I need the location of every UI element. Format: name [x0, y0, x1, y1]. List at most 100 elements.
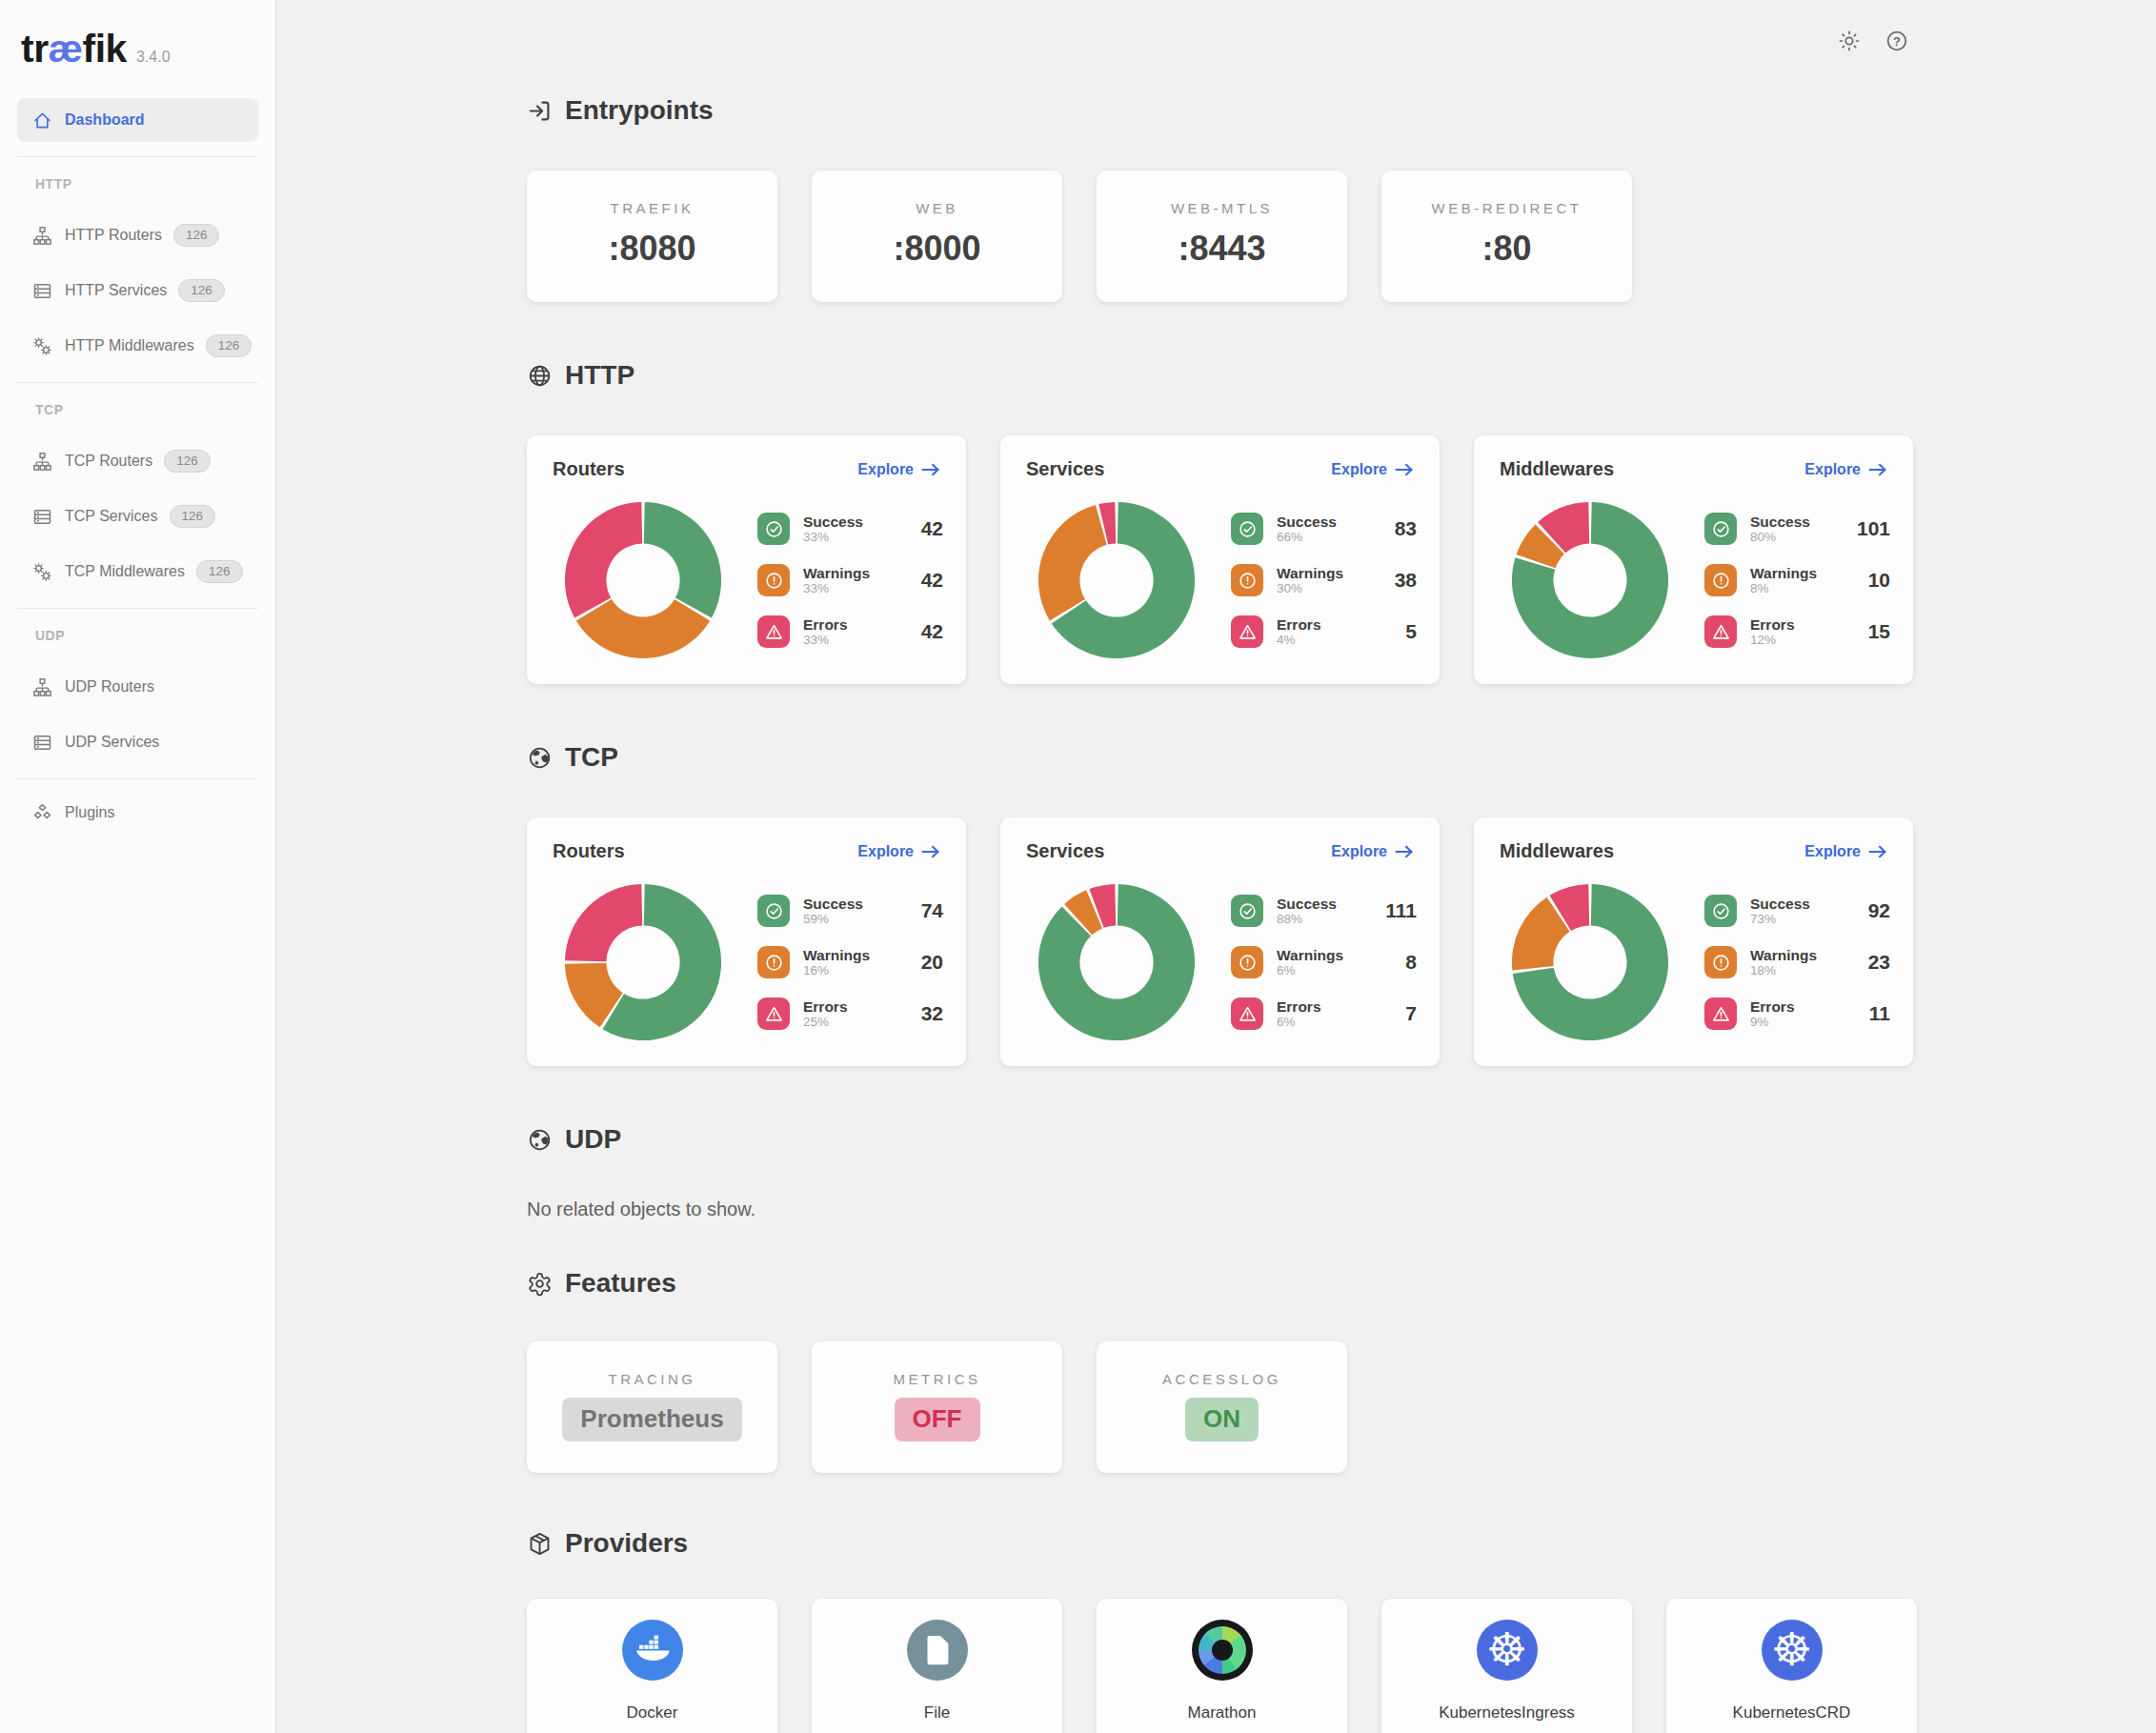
status-warning-icon	[1231, 946, 1263, 978]
sidebar-item-dashboard[interactable]: Dashboard	[17, 98, 258, 142]
sidebar-item-udp-services[interactable]: UDP Services	[17, 720, 258, 764]
legend-texts: Errors33%	[803, 616, 848, 648]
provider-card-kubernetescrd: ☸KubernetesCRD	[1666, 1599, 1917, 1733]
file-circle	[907, 1620, 968, 1681]
entrypoint-card-web: WEB:8000	[812, 171, 1062, 302]
kubernetes-wheel-icon: ☸	[1771, 1627, 1812, 1673]
explore-link[interactable]: Explore	[1331, 843, 1414, 860]
middleware-icon	[32, 336, 52, 356]
sidebar-item-label: Dashboard	[65, 111, 145, 129]
section-heading-providers: Providers	[527, 1528, 2156, 1559]
feature-status-badge: Prometheus	[527, 1387, 777, 1441]
legend-value: 20	[921, 951, 943, 974]
section-title: TCP	[565, 742, 618, 773]
sidebar: træfik 3.4.0 DashboardHTTPHTTP Routers12…	[0, 0, 276, 1733]
kubernetes-logo-icon: ☸	[1477, 1620, 1538, 1681]
legend-texts: Errors6%	[1277, 998, 1321, 1030]
entrypoint-port: :8000	[812, 229, 1062, 269]
legend-percent: 59%	[803, 912, 863, 927]
legend-texts: Errors4%	[1277, 616, 1321, 648]
legend-value: 42	[921, 517, 943, 540]
card-title: Services	[1026, 840, 1104, 862]
legend-row-errors: Errors12% 15	[1704, 606, 1890, 657]
sidebar-section-label-udp: UDP	[35, 628, 258, 644]
explore-label: Explore	[857, 461, 914, 478]
explore-link[interactable]: Explore	[857, 843, 940, 860]
explore-link[interactable]: Explore	[857, 461, 940, 478]
sidebar-item-http-services[interactable]: HTTP Services126	[17, 269, 258, 312]
legend-percent: 4%	[1277, 633, 1321, 648]
provider-card-file: File	[812, 1599, 1062, 1733]
status-warning-icon	[1231, 564, 1263, 596]
sidebar-item-plugins[interactable]: Plugins	[17, 791, 258, 835]
legend-row-errors: Errors9%11	[1704, 988, 1890, 1039]
legend-texts: Warnings18%	[1750, 947, 1817, 978]
chart-body: Success80%101Warnings8%10Errors12%15	[1500, 493, 1890, 668]
legend-percent: 33%	[803, 530, 863, 545]
explore-link[interactable]: Explore	[1804, 461, 1887, 478]
arrow-right-icon	[921, 463, 940, 476]
section-heading-features: Features	[527, 1268, 2156, 1299]
donut-chart	[1510, 882, 1670, 1042]
theme-toggle-button[interactable]	[1837, 29, 1862, 53]
entrypoint-card-web-redirect: WEB-REDIRECT:80	[1381, 171, 1632, 302]
status-error-icon	[757, 997, 790, 1030]
marathon-logo-icon	[1192, 1620, 1253, 1681]
sidebar-item-tcp-routers[interactable]: TCP Routers126	[17, 439, 258, 483]
legend-label: Warnings	[1277, 947, 1343, 963]
sidebar-item-tcp-middlewares[interactable]: TCP Middlewares126	[17, 550, 258, 594]
status-warning-icon	[757, 564, 790, 596]
package-icon	[527, 1531, 553, 1557]
legend-texts: Warnings33%	[803, 565, 870, 596]
legend-percent: 73%	[1750, 912, 1810, 927]
legend-row-success: Success88%111	[1231, 885, 1417, 937]
help-button[interactable]: ?	[1884, 29, 1909, 53]
legend-texts: Success80%	[1750, 514, 1810, 545]
chart-legend: Success66%83Warnings30%38Errors4%5	[1231, 503, 1417, 657]
sidebar-item-label: UDP Routers	[65, 678, 154, 695]
chart-body: Success88%111Warnings6%8Errors6%7	[1026, 875, 1417, 1050]
sidebar-item-tcp-services[interactable]: TCP Services126	[17, 494, 258, 538]
legend-value: 42	[921, 620, 943, 643]
provider-card-docker: Docker	[527, 1599, 777, 1733]
status-warning-icon	[1704, 946, 1737, 978]
chart-body: Success66%83Warnings30%38Errors4%5	[1026, 493, 1417, 668]
sidebar-item-http-routers[interactable]: HTTP Routers126	[17, 213, 258, 257]
main-content: ? EntrypointsTRAEFIK:8080WEB:8000WEB-MTL…	[276, 0, 2156, 1733]
legend-percent: 12%	[1750, 633, 1795, 648]
status-success-icon	[1704, 513, 1737, 545]
section-heading-udp: UDP	[527, 1124, 2156, 1155]
legend-texts: Warnings30%	[1277, 565, 1343, 596]
legend-texts: Success33%	[803, 514, 863, 545]
sidebar-item-http-middlewares[interactable]: HTTP Middlewares126	[17, 324, 258, 368]
legend-percent: 6%	[1277, 963, 1343, 978]
home-icon	[32, 111, 52, 131]
explore-label: Explore	[857, 843, 914, 860]
explore-label: Explore	[1804, 461, 1861, 478]
legend-texts: Errors12%	[1750, 616, 1795, 648]
explore-link[interactable]: Explore	[1331, 461, 1414, 478]
sidebar-item-udp-routers[interactable]: UDP Routers	[17, 665, 258, 709]
tcp-cards: RoutersExploreSuccess59%74Warnings16%20E…	[527, 817, 2156, 1066]
sidebar-divider	[17, 156, 258, 157]
router-icon	[32, 452, 52, 472]
plugins-icon	[32, 803, 52, 823]
version-label: 3.4.0	[136, 49, 171, 66]
status-warning-icon	[1704, 564, 1737, 596]
legend-row-warnings: Warnings8%10	[1704, 554, 1890, 606]
card-title: Services	[1026, 458, 1104, 480]
legend-percent: 8%	[1750, 581, 1817, 596]
chart-body: Success73%92Warnings18%23Errors9%11	[1500, 875, 1890, 1050]
legend-row-success: Success33% 42	[757, 503, 943, 554]
feature-card-tracing: TRACINGPrometheus	[527, 1341, 777, 1473]
kubernetes-logo-icon: ☸	[1762, 1620, 1823, 1681]
count-badge: 126	[173, 224, 220, 247]
sun-icon	[1837, 29, 1862, 53]
explore-link[interactable]: Explore	[1804, 843, 1887, 860]
legend-value: 15	[1868, 620, 1890, 643]
entrypoint-port: :8443	[1097, 229, 1347, 269]
sidebar-section-label-http: HTTP	[35, 176, 258, 192]
legend-label: Success	[1750, 896, 1810, 912]
legend-row-errors: Errors25%32	[757, 988, 943, 1039]
gear-icon	[527, 1271, 553, 1297]
